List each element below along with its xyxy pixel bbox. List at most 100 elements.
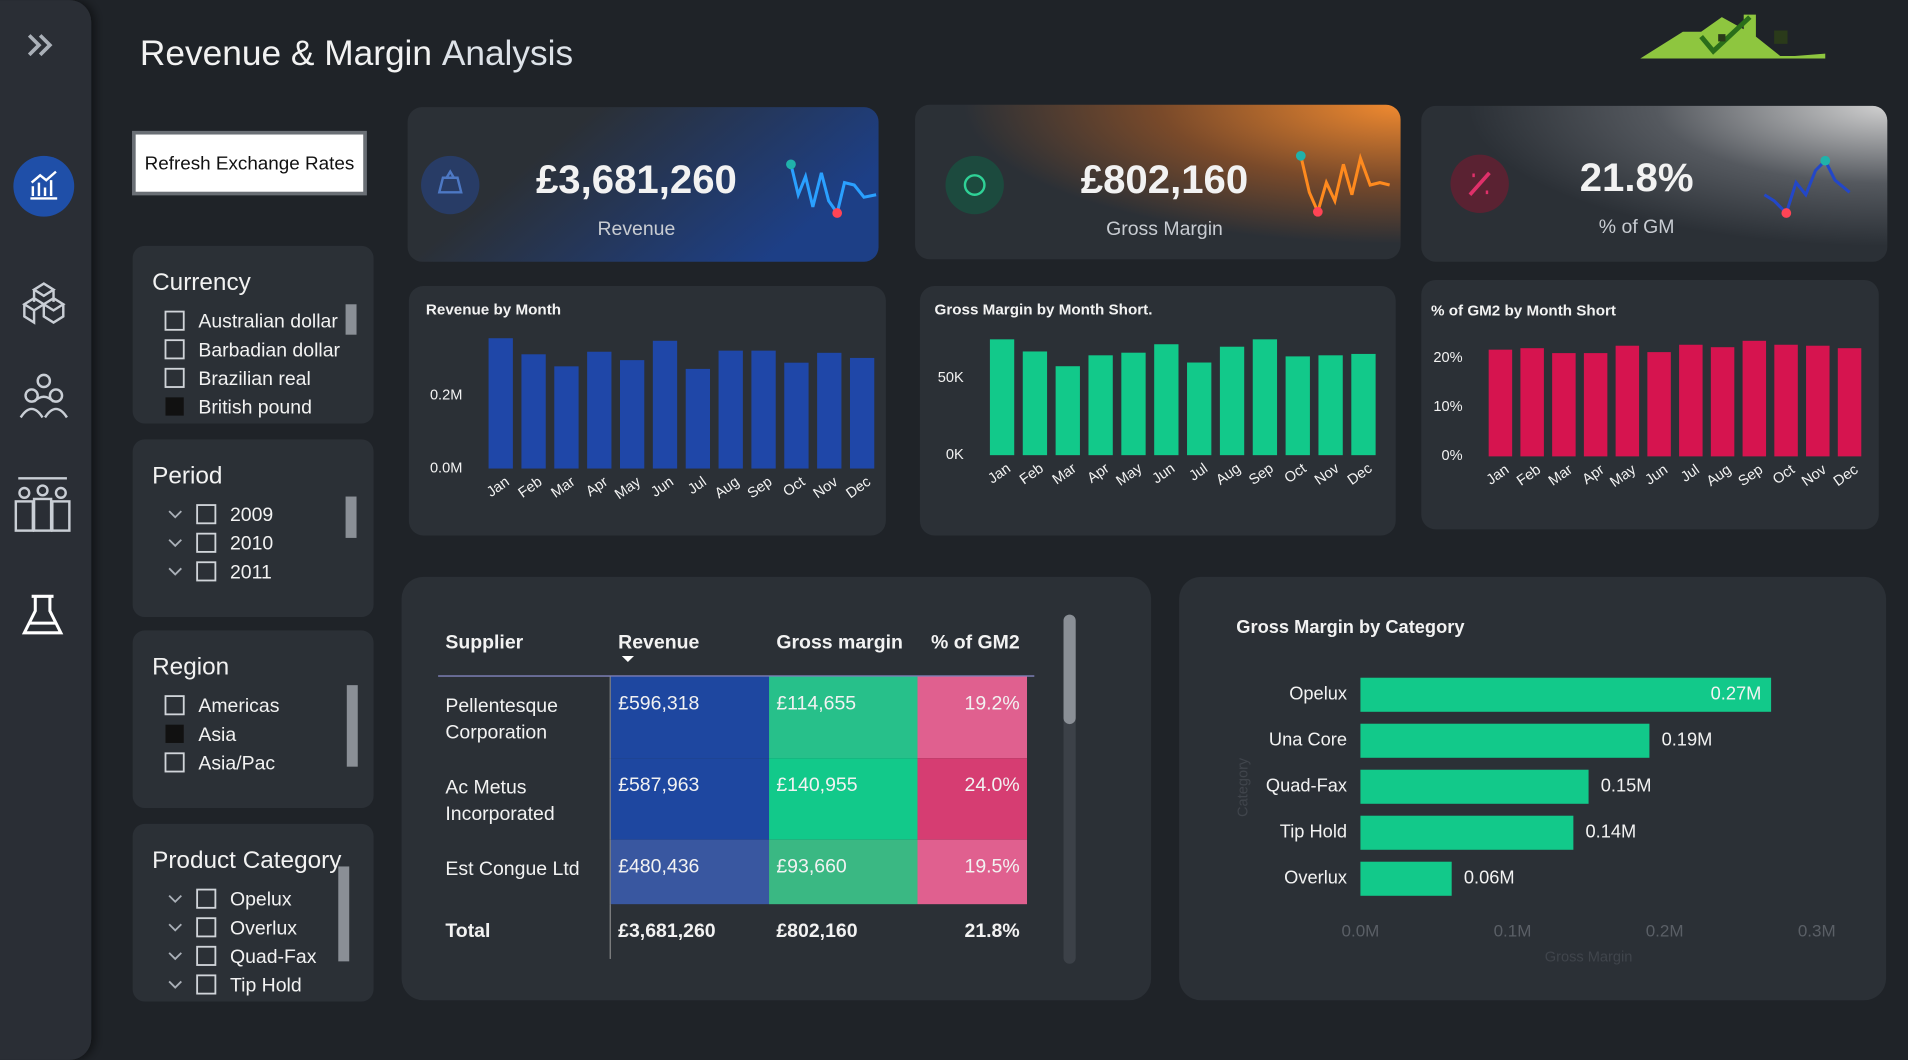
table-cell: Ac Metus Incorporated bbox=[438, 758, 611, 840]
total-cell: £802,160 bbox=[776, 920, 858, 942]
filter-checkbox[interactable] bbox=[164, 310, 185, 331]
bar bbox=[1154, 344, 1179, 456]
bar bbox=[521, 354, 546, 469]
filter-checkbox[interactable] bbox=[196, 561, 217, 582]
bar bbox=[1187, 362, 1212, 456]
kpi-card bbox=[915, 104, 1401, 260]
title-main: Revenue & Margin bbox=[140, 34, 432, 73]
filter-expand[interactable] bbox=[168, 895, 182, 904]
bar bbox=[1318, 355, 1343, 456]
y-tick-label: 20% bbox=[1433, 350, 1462, 366]
filter-option[interactable]: 2009 bbox=[230, 504, 273, 526]
filter-option[interactable]: Asia/Pac bbox=[198, 752, 275, 774]
nav-icon-lab[interactable] bbox=[21, 594, 64, 635]
filter-checkbox[interactable] bbox=[196, 532, 217, 553]
filter-checkbox[interactable] bbox=[165, 397, 184, 416]
filter-checkbox[interactable] bbox=[196, 974, 217, 995]
filter-scrollbar[interactable] bbox=[345, 496, 357, 538]
chart-title: % of GM2 by Month Short bbox=[1431, 303, 1616, 320]
table-cell: 19.2% bbox=[917, 676, 1028, 759]
filter-option[interactable]: Overlux bbox=[230, 917, 297, 939]
nav-active[interactable] bbox=[13, 155, 75, 217]
filter-checkbox[interactable] bbox=[196, 917, 217, 938]
table-cell: £480,436 bbox=[610, 839, 770, 905]
filter-panel bbox=[132, 245, 374, 424]
nav-icon-team[interactable] bbox=[14, 477, 71, 532]
filter-scrollbar[interactable] bbox=[345, 304, 357, 335]
bar bbox=[989, 339, 1015, 456]
logo bbox=[1630, 14, 1826, 59]
filter-checkbox[interactable] bbox=[196, 888, 217, 909]
bar bbox=[1615, 345, 1640, 457]
kpi-icon-glyph bbox=[1468, 171, 1491, 196]
filter-title: Product Category bbox=[152, 847, 342, 874]
bar bbox=[784, 362, 809, 469]
table-cell: £587,963 bbox=[610, 758, 770, 840]
bar bbox=[1360, 861, 1452, 896]
filter-option[interactable]: Asia bbox=[198, 724, 236, 746]
bar bbox=[587, 351, 612, 469]
filter-checkbox[interactable] bbox=[164, 752, 185, 773]
filter-panel bbox=[132, 439, 374, 618]
filter-option[interactable]: 2011 bbox=[230, 561, 272, 583]
nav-expand[interactable] bbox=[27, 34, 53, 57]
filter-checkbox[interactable] bbox=[164, 339, 185, 360]
nav-icon-cubes[interactable] bbox=[22, 282, 66, 325]
filter-scrollbar[interactable] bbox=[338, 866, 350, 962]
refresh-button-label[interactable]: Refresh Exchange Rates bbox=[145, 152, 355, 173]
table-row: Ac Metus Incorporated £587,963 £140,955 24.… bbox=[438, 758, 1034, 840]
filter-expand[interactable] bbox=[168, 952, 182, 961]
bar bbox=[1488, 349, 1513, 457]
filter-checkbox[interactable] bbox=[164, 695, 185, 716]
y-tick-label: Opelux bbox=[1289, 683, 1347, 704]
filter-expand[interactable] bbox=[168, 510, 182, 519]
filter-checkbox[interactable] bbox=[165, 724, 184, 743]
bar bbox=[1252, 339, 1278, 456]
table-scroll-thumb[interactable] bbox=[1063, 614, 1076, 725]
filter-option[interactable]: Australian dollar bbox=[198, 311, 338, 333]
table-cell: 19.5% bbox=[917, 839, 1028, 905]
y-tick-label: 0.0M bbox=[430, 460, 462, 476]
bar bbox=[1360, 815, 1574, 850]
filter-expand[interactable] bbox=[168, 980, 182, 989]
kpi-label: Revenue bbox=[597, 218, 675, 240]
nav-icon-people[interactable] bbox=[19, 373, 68, 419]
bar bbox=[1219, 346, 1245, 456]
filter-expand[interactable] bbox=[168, 923, 182, 932]
filter-scrollbar[interactable] bbox=[346, 685, 358, 767]
filter-expand[interactable] bbox=[168, 539, 182, 548]
bar bbox=[1121, 352, 1146, 456]
y-tick-label: Quad-Fax bbox=[1266, 775, 1347, 796]
filter-option[interactable]: Opelux bbox=[230, 889, 292, 911]
filter-option[interactable]: Americas bbox=[198, 695, 279, 717]
filter-option[interactable]: 2010 bbox=[230, 533, 273, 555]
filter-option[interactable]: Barbadian dollar bbox=[198, 339, 340, 361]
refresh-button[interactable] bbox=[132, 130, 367, 196]
bar bbox=[849, 357, 875, 469]
bar bbox=[619, 360, 645, 469]
table-row: Est Congue Ltd £480,436 £93,660 19.5% bbox=[438, 839, 1034, 905]
bar bbox=[1520, 348, 1544, 457]
bar bbox=[685, 368, 711, 469]
filter-checkbox[interactable] bbox=[196, 945, 217, 966]
filter-option[interactable]: Brazilian real bbox=[198, 368, 310, 390]
filter-option[interactable]: British pound bbox=[198, 396, 312, 418]
y-tick-label: 0.2M bbox=[430, 387, 462, 403]
filter-checkbox[interactable] bbox=[164, 367, 185, 388]
filter-option[interactable]: Quad-Fax bbox=[230, 946, 317, 968]
filter-checkbox[interactable] bbox=[196, 504, 217, 525]
filter-option[interactable]: Tip Hold bbox=[230, 974, 302, 996]
bar bbox=[1679, 344, 1703, 457]
data-label: 0.19M bbox=[1662, 729, 1713, 750]
kpi-card bbox=[1421, 105, 1888, 262]
y-tick-label: 0K bbox=[946, 447, 964, 463]
kpi-icon bbox=[945, 155, 1004, 215]
filter-panel bbox=[132, 823, 374, 1002]
bar bbox=[1774, 344, 1798, 457]
bar bbox=[1647, 352, 1671, 457]
filter-expand[interactable] bbox=[168, 567, 182, 576]
bar bbox=[1360, 723, 1650, 758]
x-tick-label: 0.1M bbox=[1494, 922, 1532, 941]
bar bbox=[1360, 677, 1772, 712]
filter-title: Region bbox=[152, 654, 229, 681]
